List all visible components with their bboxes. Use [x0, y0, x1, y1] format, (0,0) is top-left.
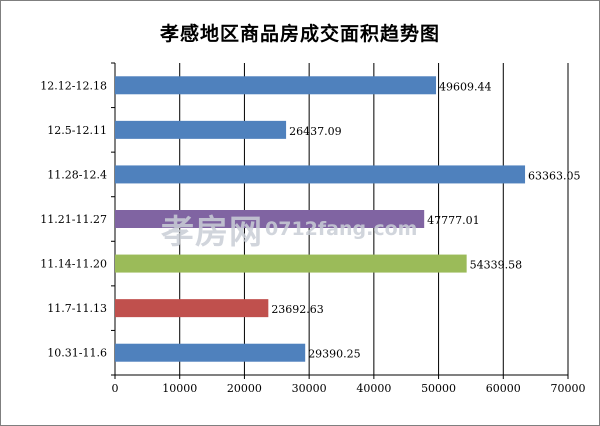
chart-title: 孝感地区商品房成交面积趋势图	[159, 23, 440, 45]
data-label: 63363.05	[528, 169, 581, 182]
x-tick-label: 70000	[551, 382, 586, 395]
data-label: 49609.44	[439, 80, 492, 93]
bar	[115, 254, 467, 273]
x-tick-label: 50000	[421, 382, 456, 395]
x-tick-label: 30000	[292, 382, 327, 395]
data-label: 29390.25	[308, 348, 361, 361]
bar	[115, 210, 425, 228]
x-tick-label: 40000	[356, 382, 391, 395]
bar	[115, 343, 306, 362]
x-tick-label: 0	[112, 382, 119, 395]
bar	[115, 76, 437, 95]
bar	[115, 299, 269, 318]
category-label: 11.28-12.4	[47, 168, 107, 181]
category-label: 11.21-11.27	[40, 213, 107, 226]
data-label: 23692.63	[271, 303, 324, 316]
category-label: 11.7-11.13	[47, 302, 107, 315]
category-label: 11.14-11.20	[40, 258, 107, 271]
data-label: 47777.01	[427, 214, 480, 227]
category-label: 12.12-12.18	[40, 79, 107, 92]
data-label: 26437.09	[289, 125, 342, 138]
x-tick-label: 20000	[227, 382, 262, 395]
bar	[115, 165, 526, 184]
x-tick-label: 10000	[162, 382, 197, 395]
data-label: 54339.58	[470, 259, 523, 272]
x-tick-label: 60000	[486, 382, 521, 395]
category-label: 10.31-11.6	[47, 347, 107, 360]
bar	[115, 120, 287, 139]
category-label: 12.5-12.11	[47, 124, 107, 137]
